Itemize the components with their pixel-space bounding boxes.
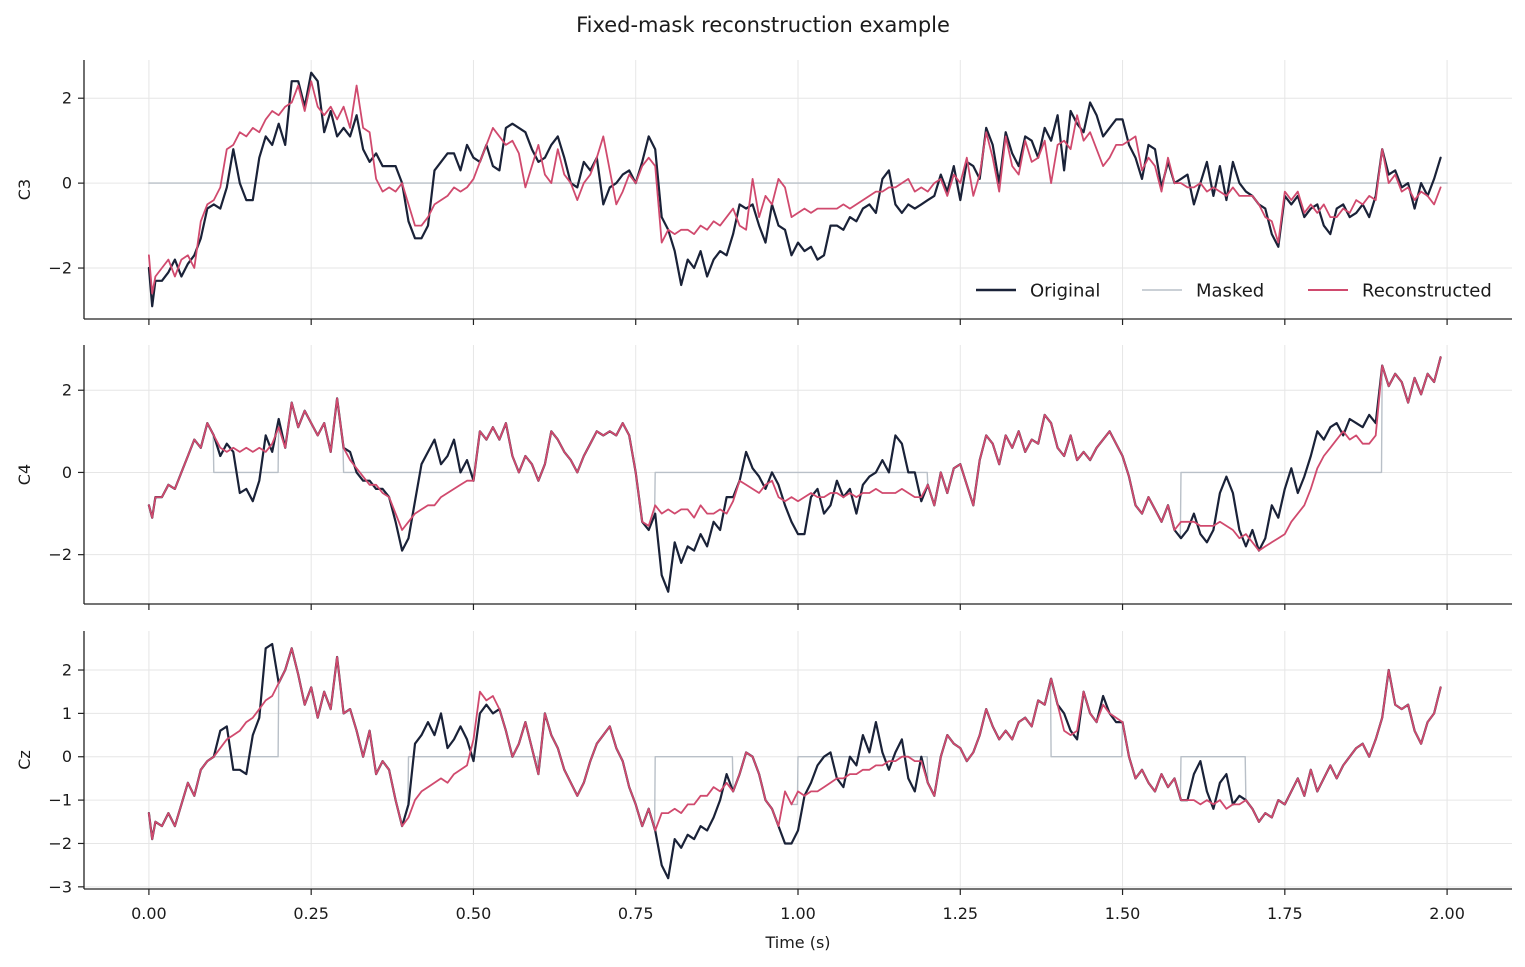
x-axis-label: Time (s) [764,933,830,952]
x-tick-label-5: 1.25 [942,904,978,923]
x-tick-label-2: 0.50 [456,904,492,923]
y-tick-label-c3-2: 2 [62,89,72,108]
legend-label-reconstructed: Reconstructed [1362,281,1492,302]
y-tick-label-c4-2: 2 [62,381,72,400]
series-line-c3-original [147,71,1442,308]
y-tick-label-cz-2: −1 [48,791,72,810]
x-tick-label-6: 1.50 [1105,904,1141,923]
y-tick-label-cz-0: −3 [48,877,72,896]
y-axis-label-c3: C3 [15,179,34,200]
x-tick-label-0: 0.00 [131,904,167,923]
x-tick-label-1: 0.25 [293,904,329,923]
series-line-c4-original [147,356,1442,593]
panel-c3: −2 0 2 C3 [15,60,1512,325]
y-tick-label-cz-1: −2 [48,834,72,853]
legend: Original Masked Reconstructed [976,281,1492,302]
x-tick-label-7: 1.75 [1267,904,1303,923]
y-tick-label-cz-5: 2 [62,661,72,680]
y-tick-label-c4-1: 0 [62,463,72,482]
panel-cz: −3 −2 −1 0 1 2 0.00 0.25 0.50 0.75 1.00 1.25 1.50 1.7… [15,631,1512,923]
series-line-cz-masked [148,647,1442,840]
x-tick-label-3: 0.75 [618,904,654,923]
x-tick-label-8: 2.00 [1429,904,1465,923]
y-tick-label-cz-3: 0 [62,747,72,766]
legend-label-original: Original [1030,281,1100,302]
y-tick-label-c3-0: −2 [48,259,72,278]
series-line-cz-reconstructed [148,647,1442,840]
x-tick-label-4: 1.00 [780,904,816,923]
y-tick-label-c3-1: 0 [62,174,72,193]
y-tick-label-c4-0: −2 [48,545,72,564]
y-axis-label-cz: Cz [15,750,34,770]
y-axis-label-c4: C4 [15,464,34,485]
y-tick-label-cz-4: 1 [62,704,72,723]
series-line-c3-reconstructed [148,80,1442,295]
panels: −2 0 2 C3 −2 0 2 C4 −3 −2 −1 0 1 2 0.00 0.25 0.50 0.75 1.0… [15,60,1512,923]
figure-title: Fixed-mask reconstruction example [576,13,950,37]
series-line-c4-reconstructed [148,356,1442,552]
legend-label-masked: Masked [1196,281,1264,302]
panel-c4: −2 0 2 C4 [15,345,1512,610]
